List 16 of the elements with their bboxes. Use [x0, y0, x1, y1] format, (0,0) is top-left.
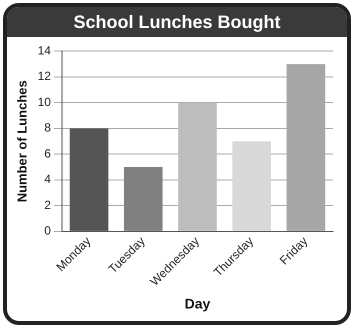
y-tick-label: 12	[38, 69, 52, 84]
y-tick-label: 8	[44, 120, 52, 135]
bar	[286, 64, 326, 231]
y-tick-label: 2	[44, 198, 52, 212]
bar	[124, 167, 163, 231]
x-axis-title: Day	[184, 295, 211, 312]
y-tick-label: 6	[44, 146, 52, 160]
y-tick-label: 14	[38, 44, 52, 58]
chart-title: School Lunches Bought	[74, 12, 280, 32]
y-axis-title: Number of Lunches	[14, 80, 30, 202]
bar	[232, 141, 271, 231]
y-tick-label: 4	[44, 172, 52, 186]
bar	[178, 102, 217, 231]
bar	[70, 128, 108, 231]
y-tick-label: 0	[44, 224, 52, 238]
y-tick-label: 10	[38, 94, 52, 109]
